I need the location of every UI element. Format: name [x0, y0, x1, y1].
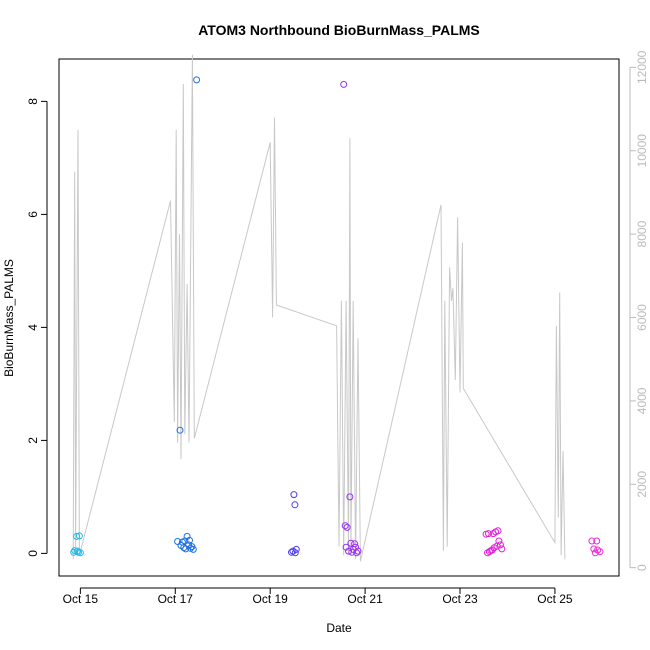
left-axis: 0 2 4 6 8 — [26, 98, 48, 557]
data-point — [351, 540, 359, 548]
secondary-line-layer — [72, 54, 566, 562]
data-point — [353, 549, 361, 557]
right-tick-label: 8000 — [635, 220, 649, 247]
data-point — [74, 547, 81, 555]
plot-frame — [58, 58, 620, 577]
data-point — [70, 548, 78, 556]
data-point — [185, 541, 193, 549]
right-tick-label: 10000 — [635, 134, 649, 168]
data-point — [174, 538, 182, 545]
bottom-tick-label: Oct 21 — [347, 592, 383, 606]
data-point — [354, 547, 362, 555]
y-axis-label: BioBurnMass_PALMS — [2, 259, 16, 377]
data-point — [494, 527, 502, 535]
bottom-axis: Oct 15 Oct 17 Oct 19 Oct 21 Oct 23 Oct 25 — [63, 587, 573, 606]
data-point — [292, 545, 300, 553]
data-point — [291, 549, 299, 557]
data-point — [189, 545, 197, 553]
data-point — [73, 532, 81, 540]
right-axis: 0 2000 4000 6000 8000 10000 12000 — [629, 50, 649, 571]
data-point — [193, 76, 201, 84]
left-tick-label: 4 — [26, 324, 40, 331]
right-tick-label: 12000 — [635, 50, 649, 84]
bottom-tick-label: Oct 19 — [253, 592, 289, 606]
data-point — [488, 546, 496, 554]
data-point — [347, 539, 355, 547]
data-point — [498, 545, 506, 553]
data-point — [485, 530, 492, 538]
bottom-tick-label: Oct 15 — [63, 592, 99, 606]
data-point — [290, 491, 298, 499]
bottom-tick-label: Oct 17 — [158, 592, 194, 606]
data-point — [345, 547, 352, 555]
data-point — [590, 545, 598, 553]
data-point — [343, 523, 351, 531]
right-tick-label: 6000 — [635, 304, 649, 331]
data-point — [341, 522, 349, 530]
right-tick-label: 0 — [635, 564, 649, 571]
chart-title: ATOM3 Northbound BioBurnMass_PALMS — [198, 22, 480, 38]
left-tick-label: 2 — [26, 437, 40, 444]
left-tick-label: 0 — [26, 550, 40, 557]
point-layer — [70, 76, 604, 557]
data-point — [186, 536, 193, 544]
left-tick-label: 6 — [26, 211, 40, 218]
data-point — [75, 532, 83, 540]
secondary-series-line — [72, 54, 566, 562]
x-axis-label: Date — [326, 621, 352, 635]
data-point — [588, 537, 596, 545]
bottom-tick-label: Oct 25 — [537, 592, 573, 606]
data-point — [291, 501, 299, 509]
data-point — [496, 541, 504, 549]
data-point — [346, 493, 354, 501]
data-point — [495, 537, 503, 545]
data-point — [176, 426, 184, 434]
data-point — [593, 537, 601, 545]
data-point — [596, 548, 604, 556]
data-point — [75, 548, 82, 556]
right-tick-label: 2000 — [635, 471, 649, 498]
left-tick-label: 8 — [26, 98, 40, 105]
data-point — [340, 80, 348, 88]
bottom-tick-label: Oct 23 — [442, 592, 478, 606]
right-tick-label: 4000 — [635, 387, 649, 414]
